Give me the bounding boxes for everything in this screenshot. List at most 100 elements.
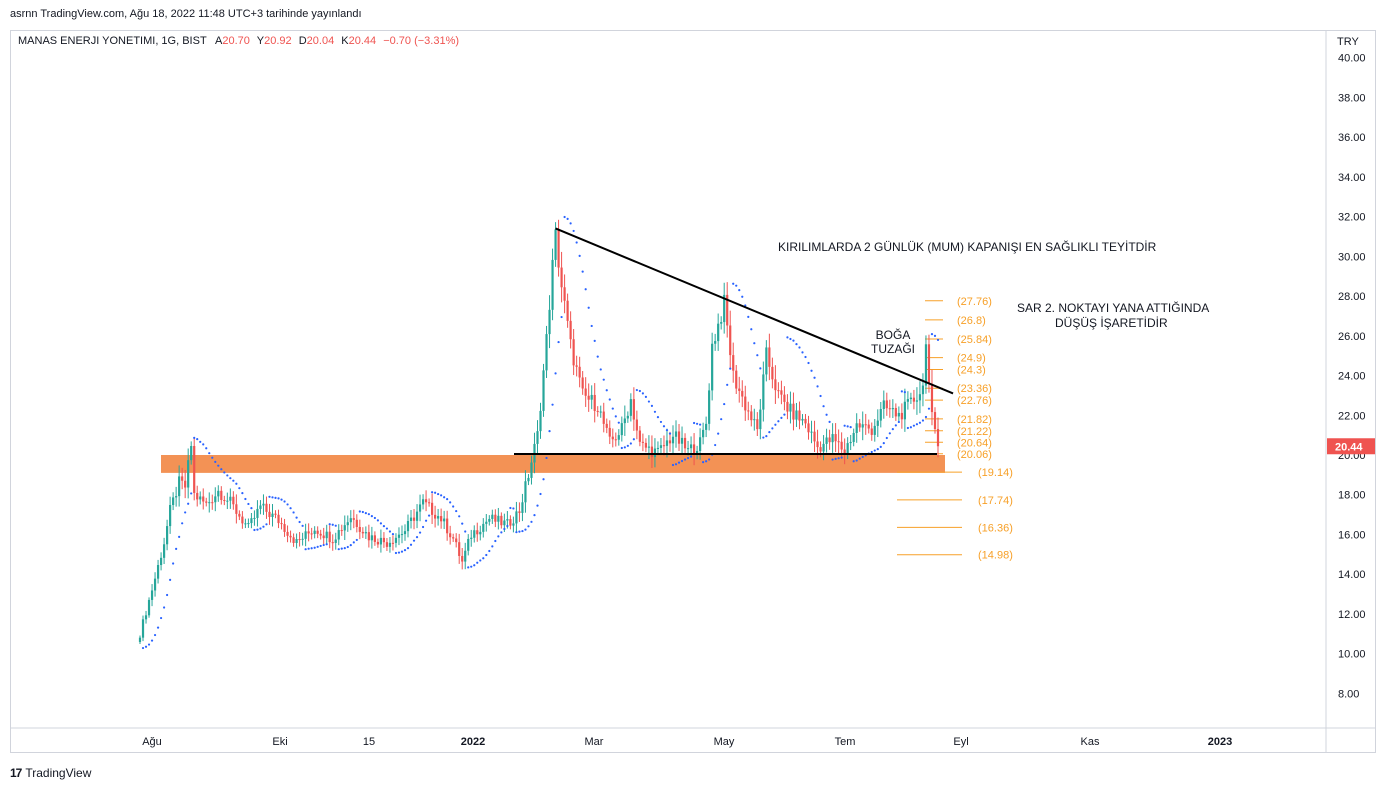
sar-dot [418, 531, 422, 534]
sar-dot [873, 449, 876, 452]
sar-dot [385, 527, 389, 530]
candle-body [175, 496, 178, 498]
sar-dot [650, 404, 654, 407]
sar-dot [852, 460, 855, 463]
legend-symbol[interactable]: MANAS ENERJI YONETIMI, 1G, BIST [18, 35, 207, 47]
sar-dot [352, 541, 355, 544]
sar-dot [464, 530, 467, 533]
candle-body [536, 431, 539, 444]
candle-body [518, 511, 521, 513]
sar-dot [903, 391, 906, 394]
candle-body [656, 447, 660, 449]
sar-dot [915, 423, 919, 426]
x-tick-label: Eki [272, 736, 287, 748]
candle-body [747, 410, 750, 412]
candle-body [569, 320, 572, 340]
sar-dot [461, 522, 464, 525]
fib-level-label: (20.06) [957, 449, 992, 461]
sar-dot [626, 444, 629, 447]
annotations-layer: KIRILIMLARDA 2 GÜNLÜK (MUM) KAPANIŞI EN … [778, 239, 1209, 356]
candle-body [141, 619, 145, 638]
sar-dot [548, 430, 551, 433]
candle-body [277, 514, 280, 524]
sar-dot [141, 646, 145, 650]
candle-body [852, 432, 855, 442]
sar-dot [714, 443, 717, 447]
sar-dot [343, 547, 346, 550]
candle-body [891, 408, 894, 410]
x-tick-label: May [714, 736, 735, 748]
sar-dot [361, 510, 364, 514]
fib-level-label: (24.3) [957, 365, 986, 377]
sar-dot [397, 551, 401, 554]
sar-dot [530, 520, 533, 523]
candle-body [726, 294, 729, 326]
sar-dot [476, 561, 479, 564]
sar-dot [593, 339, 596, 342]
fib-level-label: (24.9) [957, 353, 986, 365]
candle-body [424, 499, 428, 503]
candle-body [714, 341, 717, 344]
sar-dot [509, 506, 512, 510]
candle-body [557, 229, 560, 268]
x-tick-label: 2023 [1208, 736, 1232, 748]
candle-body [232, 496, 235, 505]
candle-body [846, 443, 849, 454]
sar-dot [479, 559, 482, 562]
axis-layer: TRY 40.00 38.00 36.00 34.00 32.00 30.00 28.00 26… [142, 36, 1375, 748]
candle-body [897, 412, 900, 417]
sar-dot [226, 474, 229, 477]
sar-dot [671, 463, 675, 467]
candle-body [617, 435, 620, 440]
x-tick-label: 2022 [461, 736, 485, 748]
sar-dot [813, 376, 816, 379]
sar-dot [238, 487, 241, 490]
candle-body [485, 521, 488, 524]
chart-frame [10, 30, 1376, 753]
sar-dot [434, 491, 437, 494]
candle-body [385, 542, 389, 547]
sar-dot [421, 525, 425, 529]
sar-dot [891, 428, 894, 431]
candle-body [403, 531, 407, 535]
candle-body [903, 401, 906, 420]
candle-body [295, 539, 298, 544]
candle-body [479, 531, 482, 535]
y-tick-label: 36.00 [1338, 132, 1366, 144]
sar-dot [409, 543, 413, 546]
candle-body [816, 441, 819, 448]
sar-dot [494, 539, 497, 543]
sar-dot [521, 529, 524, 533]
candle-body [226, 500, 229, 502]
sar-dot [879, 445, 882, 448]
candle-body [470, 537, 473, 539]
candle-body [421, 499, 425, 505]
candle-body [337, 530, 340, 540]
x-tick-label: Mar [585, 736, 604, 748]
candle-body [858, 423, 861, 428]
sar-dot [283, 500, 286, 503]
sar-dot [217, 464, 220, 467]
fib-level-label: (19.14) [978, 467, 1013, 479]
candle-body [319, 533, 322, 536]
sar-dot [376, 519, 379, 522]
candle-body [771, 366, 774, 380]
sar-dot [515, 531, 518, 534]
sar-dot [295, 516, 298, 519]
sar-dot [747, 315, 750, 318]
candle-body [446, 518, 449, 534]
sar-dot [334, 524, 337, 527]
fib-level-label: (17.74) [978, 495, 1013, 507]
candle-body [560, 267, 563, 288]
candle-body [406, 520, 410, 532]
sar-dot [753, 342, 756, 345]
footer-brand[interactable]: TradingView [25, 766, 92, 780]
candle-body [162, 544, 166, 558]
candle-body [346, 522, 349, 526]
sar-dot [512, 507, 515, 510]
sar-dot [771, 427, 774, 430]
candle-body [391, 542, 395, 544]
candle-body [292, 537, 295, 544]
tradingview-logo-icon[interactable]: 17 [10, 766, 22, 780]
